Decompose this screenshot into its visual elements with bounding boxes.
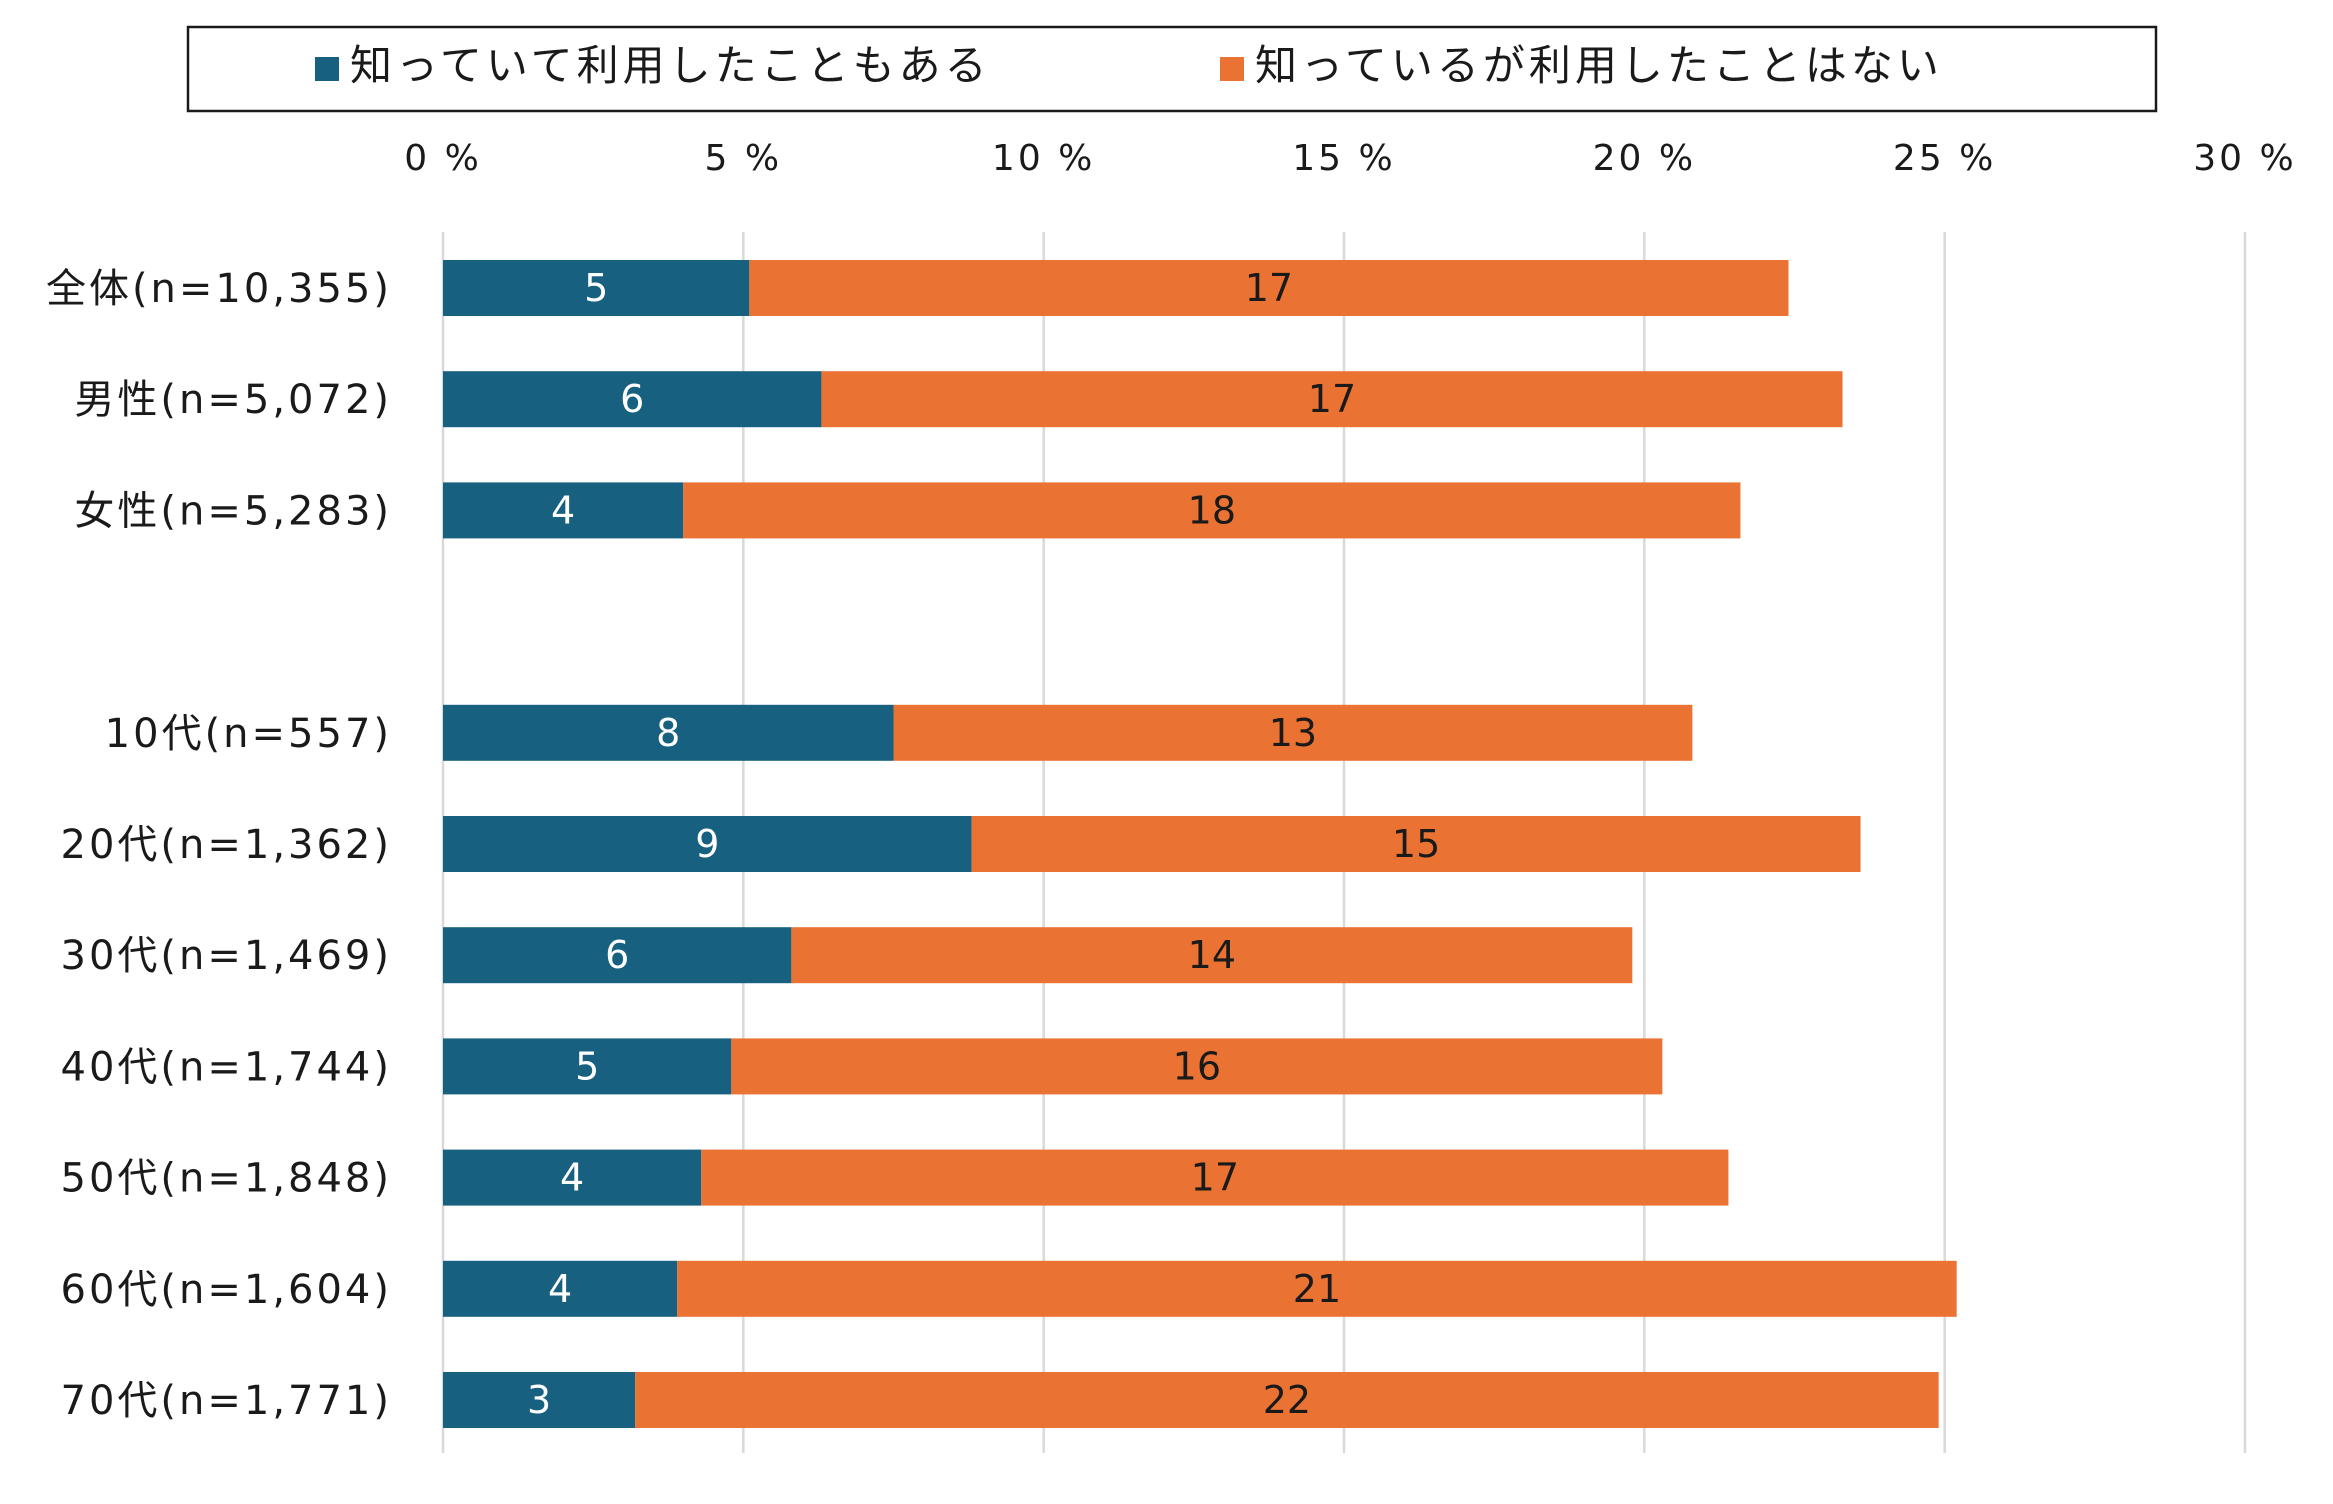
bar-segment-series-2 [701, 1149, 1729, 1206]
bar-data-label-series-1: 5 [584, 266, 608, 310]
bar-data-label-series-1: 6 [620, 377, 644, 421]
bar-segment-series-1 [443, 1038, 732, 1095]
x-tick-label: 5 % [705, 138, 783, 179]
bar-data-label-series-2: 15 [1392, 822, 1440, 866]
category-label: 70代(n=1,771) [61, 1378, 393, 1424]
bar-data-label-series-2: 16 [1173, 1044, 1221, 1088]
legend-swatch-2 [1220, 57, 1244, 81]
bar-data-label-series-1: 4 [560, 1156, 584, 1200]
bar-segment-series-2 [635, 1372, 1939, 1428]
category-label: 20代(n=1,362) [61, 822, 393, 868]
bar-segment-series-2 [821, 371, 1843, 428]
bar-segment-series-1 [443, 482, 684, 539]
bar-data-label-series-2: 18 [1188, 488, 1236, 532]
legend-label-1: 知っていて利用したこともある [350, 41, 991, 90]
bar-data-label-series-2: 17 [1245, 266, 1293, 310]
bar-segment-series-2 [677, 1260, 1957, 1317]
bar-segment-series-2 [731, 1038, 1663, 1095]
category-label: 40代(n=1,744) [61, 1044, 393, 1090]
bar-segment-series-2 [893, 704, 1693, 761]
bar-data-label-series-1: 3 [527, 1378, 551, 1422]
x-tick-label: 25 % [1893, 138, 1996, 179]
bar-data-label-series-1: 9 [695, 822, 719, 866]
category-label: 60代(n=1,604) [61, 1267, 393, 1313]
x-tick-label: 20 % [1593, 138, 1696, 179]
bar-segment-series-2 [749, 260, 1789, 316]
category-label: 50代(n=1,848) [61, 1156, 393, 1202]
bar-data-label-series-2: 17 [1308, 377, 1356, 421]
bar-segment-series-1 [443, 1372, 636, 1428]
bar-data-label-series-1: 4 [548, 1267, 572, 1311]
category-label: 10代(n=557) [105, 711, 392, 757]
bar-data-label-series-2: 21 [1293, 1267, 1341, 1311]
legend-box [186, 25, 2158, 113]
bar-data-label-series-2: 22 [1263, 1378, 1311, 1422]
bar-segment-series-1 [443, 704, 894, 761]
bar-data-label-series-1: 8 [656, 711, 680, 755]
x-tick-label: 0 % [404, 138, 482, 179]
bar-segment-series-2 [971, 816, 1861, 872]
legend-swatch-1 [315, 57, 339, 81]
bar-data-label-series-2: 17 [1191, 1156, 1239, 1200]
bar-segment-series-2 [791, 927, 1633, 984]
bar-data-label-series-2: 13 [1269, 711, 1317, 755]
x-tick-label: 15 % [1292, 138, 1395, 179]
category-label: 女性(n=5,283) [74, 488, 392, 534]
bar-segment-series-1 [443, 1260, 678, 1317]
bar-segment-series-1 [443, 1149, 702, 1206]
x-tick-label: 30 % [2193, 138, 2296, 179]
category-label: 男性(n=5,072) [74, 377, 392, 423]
x-tick-label: 10 % [992, 138, 1095, 179]
category-label: 30代(n=1,469) [61, 933, 393, 979]
category-label: 全体(n=10,355) [46, 266, 392, 312]
legend-label-2: 知っているが利用したことはない [1255, 41, 1943, 90]
bar-segment-series-1 [443, 816, 972, 872]
bar-data-label-series-1: 5 [575, 1044, 599, 1088]
bar-segment-series-1 [443, 927, 792, 984]
bar-data-label-series-1: 6 [605, 933, 629, 977]
bar-segment-series-1 [443, 371, 822, 428]
bar-data-label-series-1: 4 [551, 488, 575, 532]
bar-segment-series-1 [443, 260, 750, 316]
bar-data-label-series-2: 14 [1188, 933, 1236, 977]
bar-segment-series-2 [683, 482, 1741, 539]
